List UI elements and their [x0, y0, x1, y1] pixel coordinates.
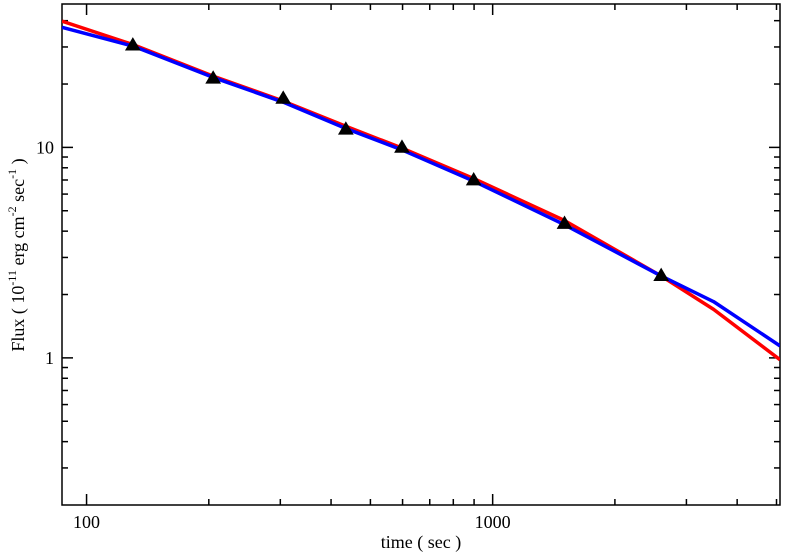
line: [62, 25, 780, 348]
line: [62, 19, 780, 362]
y-tick-label: 10: [36, 137, 54, 157]
y-label-part: erg cm: [8, 216, 28, 270]
triangle-marker: [205, 70, 222, 84]
x-tick-label: 100: [73, 512, 100, 532]
y-label-part: sec: [8, 179, 28, 206]
y-label-part: -2: [5, 206, 19, 216]
y-label-part: -1: [5, 169, 19, 179]
x-axis-label: time ( sec ): [381, 532, 461, 553]
triangle-marker: [556, 215, 573, 229]
plot-frame: [61, 3, 781, 506]
x-tick-label: 1000: [475, 512, 511, 532]
triangle-marker: [653, 267, 670, 281]
triangle-marker: [394, 139, 410, 153]
y-label-part: Flux ( 10: [8, 286, 29, 352]
triangle-marker: [275, 90, 292, 104]
triangle-marker: [124, 37, 141, 51]
y-label-part: -11: [5, 270, 19, 286]
y-tick-label: 1: [45, 348, 54, 368]
y-label-part: ): [8, 158, 29, 169]
triangle-marker: [337, 121, 354, 135]
plot-area: [62, 19, 780, 362]
triangle-marker: [465, 172, 482, 186]
y-axis-label: Flux ( 10-11 erg cm-2 sec-1 ): [5, 158, 29, 351]
